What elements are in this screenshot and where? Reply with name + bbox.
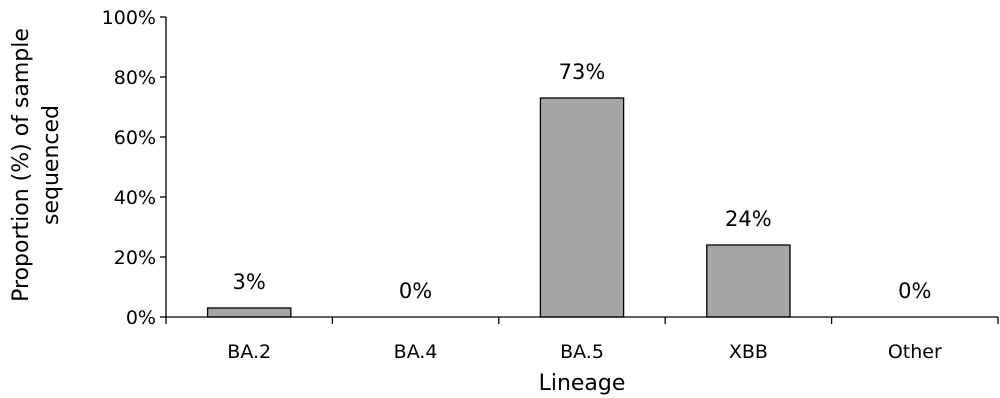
y-tick-label: 80% — [114, 67, 156, 89]
y-tick-label: 0% — [126, 307, 156, 329]
data-label: 0% — [399, 279, 432, 303]
x-axis-title: Lineage — [539, 371, 626, 396]
y-axis-ticks: 0% 20% 40% 60% 80% 100% — [102, 7, 167, 329]
x-tick-label: BA.2 — [227, 341, 271, 363]
bar-ba-5 — [539, 97, 625, 318]
x-tick-label: BA.4 — [394, 341, 438, 363]
x-axis: BA.2 BA.4 BA.5 XBB Other — [165, 316, 999, 363]
bars: 3% 0% 73% 24% 0% — [206, 60, 931, 318]
y-tick-label: 60% — [114, 127, 156, 149]
data-label: 24% — [725, 207, 772, 231]
data-label: 73% — [559, 60, 606, 84]
x-tick-label: XBB — [729, 341, 768, 363]
y-axis-title-line-1: Proportion (%) of sample — [9, 28, 34, 302]
data-label: 3% — [233, 270, 266, 294]
y-axis-title-line-2: sequenced — [39, 105, 64, 225]
y-tick-label: 40% — [114, 187, 156, 209]
bar-xbb — [706, 244, 791, 318]
bar-ba-2 — [206, 307, 292, 318]
x-tick-label: Other — [888, 341, 942, 363]
y-axis-title: Proportion (%) of sample sequenced — [9, 28, 64, 302]
y-tick-label: 100% — [102, 7, 156, 29]
y-tick-label: 20% — [114, 247, 156, 269]
data-label: 0% — [898, 279, 931, 303]
x-tick-label: BA.5 — [560, 341, 604, 363]
